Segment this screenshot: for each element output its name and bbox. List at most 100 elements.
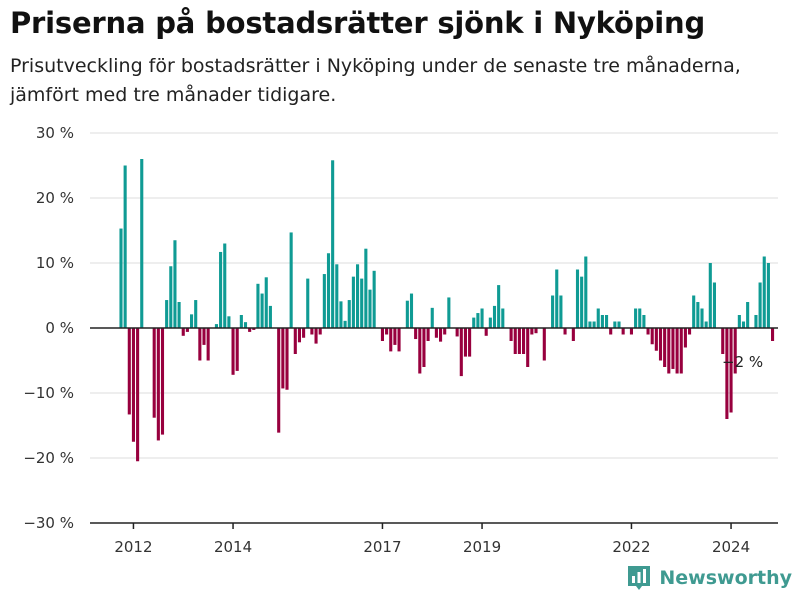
brand-name: Newsworthy: [659, 567, 792, 589]
bar: [414, 328, 418, 340]
bar: [542, 328, 546, 361]
x-tick-label: 2019: [463, 538, 501, 556]
bar: [426, 328, 430, 341]
bar: [181, 328, 185, 336]
bar: [526, 328, 530, 367]
bar: [621, 328, 625, 335]
bar: [555, 269, 559, 328]
bar: [385, 328, 389, 335]
y-tick-label: 10 %: [36, 254, 74, 272]
bar: [472, 317, 476, 328]
bar: [484, 328, 488, 336]
bar: [559, 295, 563, 328]
bar: [468, 328, 472, 357]
bar: [364, 248, 368, 328]
bar: [476, 313, 480, 328]
bar: [667, 328, 671, 374]
newsworthy-chart-icon: [628, 566, 651, 590]
bar: [136, 328, 140, 462]
bar: [613, 321, 617, 328]
bar: [177, 302, 181, 328]
bar: [480, 308, 484, 328]
bar: [297, 328, 301, 343]
bar: [322, 274, 326, 328]
bar: [675, 328, 679, 374]
bar: [609, 328, 613, 335]
bar: [219, 251, 223, 328]
bar: [551, 295, 555, 328]
bar: [418, 328, 422, 374]
bar: [729, 328, 733, 413]
bar: [430, 307, 434, 328]
bar: [596, 308, 600, 328]
bar: [492, 305, 497, 328]
bar: [351, 276, 355, 328]
bar: [534, 328, 538, 334]
x-tick-label: 2022: [612, 538, 650, 556]
bar: [119, 228, 123, 328]
bar: [725, 328, 729, 419]
bar: [700, 308, 704, 328]
bar: [397, 328, 401, 352]
bar: [314, 328, 318, 344]
bar: [318, 328, 322, 335]
bar: [231, 328, 235, 375]
bar: [368, 289, 372, 328]
bar: [663, 328, 667, 367]
y-tick-label: −10 %: [23, 384, 74, 402]
bar: [152, 328, 156, 418]
bar: [459, 328, 463, 377]
bar: [285, 328, 289, 390]
bar: [198, 328, 202, 361]
bar: [310, 328, 314, 335]
bar: [679, 328, 683, 374]
bar: [389, 328, 393, 352]
x-tick-label: 2024: [712, 538, 750, 556]
bar: [708, 263, 712, 328]
bar: [646, 328, 650, 335]
y-tick-label: −30 %: [23, 514, 74, 532]
bar: [530, 328, 534, 335]
bar: [754, 315, 758, 328]
bar: [185, 328, 189, 332]
x-tick-label: 2012: [114, 538, 152, 556]
bar: [248, 328, 252, 332]
bar: [356, 264, 360, 328]
bar: [326, 253, 331, 328]
bar: [194, 300, 198, 328]
bar: [654, 328, 658, 351]
bar: [202, 328, 206, 345]
bar: [239, 315, 243, 328]
bar: [580, 276, 584, 328]
bar: [302, 328, 306, 338]
bar: [206, 328, 210, 361]
bar: [758, 282, 762, 328]
y-tick-label: 20 %: [36, 189, 74, 207]
bar: [227, 316, 231, 328]
bar: [737, 315, 741, 328]
bar: [563, 328, 567, 335]
bar: [517, 328, 521, 354]
bar: [617, 321, 621, 328]
bar: [339, 301, 343, 328]
bar: [488, 317, 492, 328]
grid-lines: [90, 132, 778, 459]
y-axis-ticks: 30 % 20 % 10 % 0 % −10 % −20 % −30 %: [23, 124, 74, 532]
bar: [571, 328, 575, 341]
bar: [439, 328, 443, 342]
bar: [256, 283, 260, 328]
bar: [447, 297, 451, 328]
bar: [733, 328, 737, 374]
bar: [766, 263, 770, 328]
y-tick-label: 30 %: [36, 124, 74, 142]
chart-title: Priserna på bostadsrätter sjönk i Nyköpi…: [10, 6, 706, 40]
bar: [335, 264, 339, 328]
bar: [443, 328, 447, 335]
bar: [741, 321, 746, 328]
bar: [405, 300, 409, 328]
bar: [165, 300, 169, 328]
bar: [629, 328, 633, 335]
bar: [347, 300, 351, 328]
newsworthy-logo: Newsworthy: [626, 562, 792, 594]
